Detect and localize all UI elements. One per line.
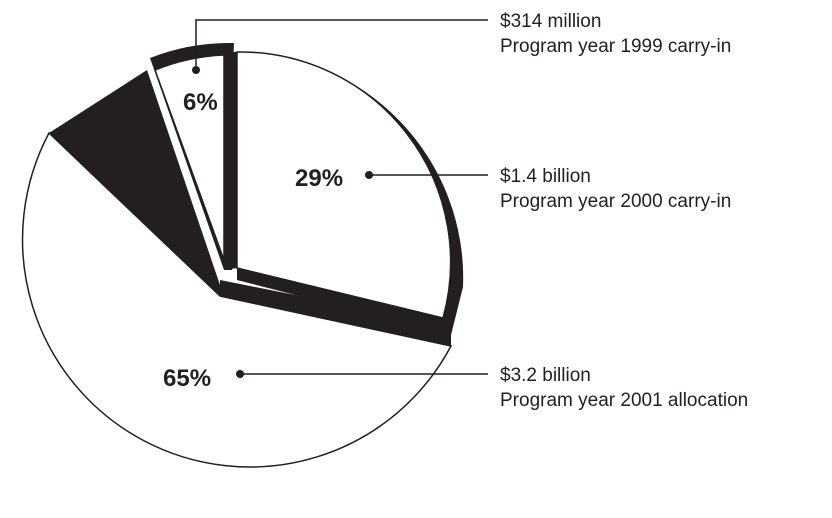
slice-29	[236, 51, 452, 319]
description-29: Program year 2000 carry-in	[500, 191, 731, 212]
callout-line-6	[195, 19, 488, 70]
callout-dot-65	[236, 370, 244, 378]
percent-labels: 6% 29% 65%	[163, 89, 343, 392]
amount-65: $3.2 billion	[500, 365, 591, 386]
callout-dot-6	[192, 66, 200, 74]
callout-dot-29	[365, 171, 373, 179]
amount-6: $314 million	[500, 11, 601, 32]
callout-lines	[195, 19, 488, 375]
pie-slices	[21, 51, 453, 468]
description-6: Program year 1999 carry-in	[500, 36, 731, 57]
label-65: 65%	[163, 365, 211, 392]
slice-6	[154, 54, 225, 261]
callout-dots	[192, 66, 373, 378]
description-65: Program year 2001 allocation	[500, 390, 748, 411]
slice-6-side	[224, 52, 232, 270]
label-6: 6%	[183, 89, 218, 116]
slice-65-top-side	[220, 280, 451, 346]
slice-65	[21, 131, 453, 468]
slice-descriptions: $314 million Program year 1999 carry-in …	[500, 11, 748, 411]
amount-29: $1.4 billion	[500, 166, 591, 187]
label-29: 29%	[295, 165, 343, 192]
slice-65-side	[49, 70, 220, 296]
